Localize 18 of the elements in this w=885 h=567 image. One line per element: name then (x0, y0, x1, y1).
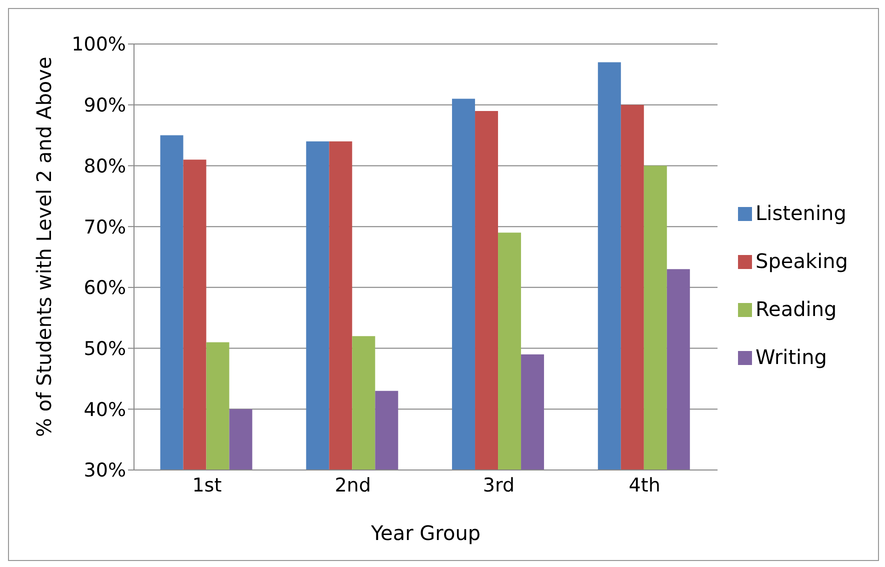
y-tick-label: 80% (84, 155, 126, 178)
legend-label: Listening (756, 200, 846, 224)
x-tick-label: 3rd (482, 474, 515, 496)
x-tick-label: 2nd (334, 474, 371, 496)
y-axis-title: % of Students with Level 2 and Above (32, 56, 56, 437)
x-axis-title: Year Group (370, 521, 481, 545)
legend-label: Writing (756, 344, 827, 368)
y-tick-label: 30% (84, 460, 126, 482)
x-tick-label: 1st (192, 474, 222, 496)
y-tick-label: 40% (84, 398, 126, 421)
y-tick-label: 70% (84, 216, 126, 238)
y-tick-label: 90% (84, 94, 126, 117)
y-tick-label: 100% (72, 34, 126, 56)
x-tick-label: 4th (628, 474, 660, 496)
y-tick-label: 60% (84, 277, 126, 300)
legend-label: Speaking (756, 248, 848, 272)
y-tick-label: 50% (84, 338, 126, 360)
legend-label: Reading (756, 296, 837, 320)
